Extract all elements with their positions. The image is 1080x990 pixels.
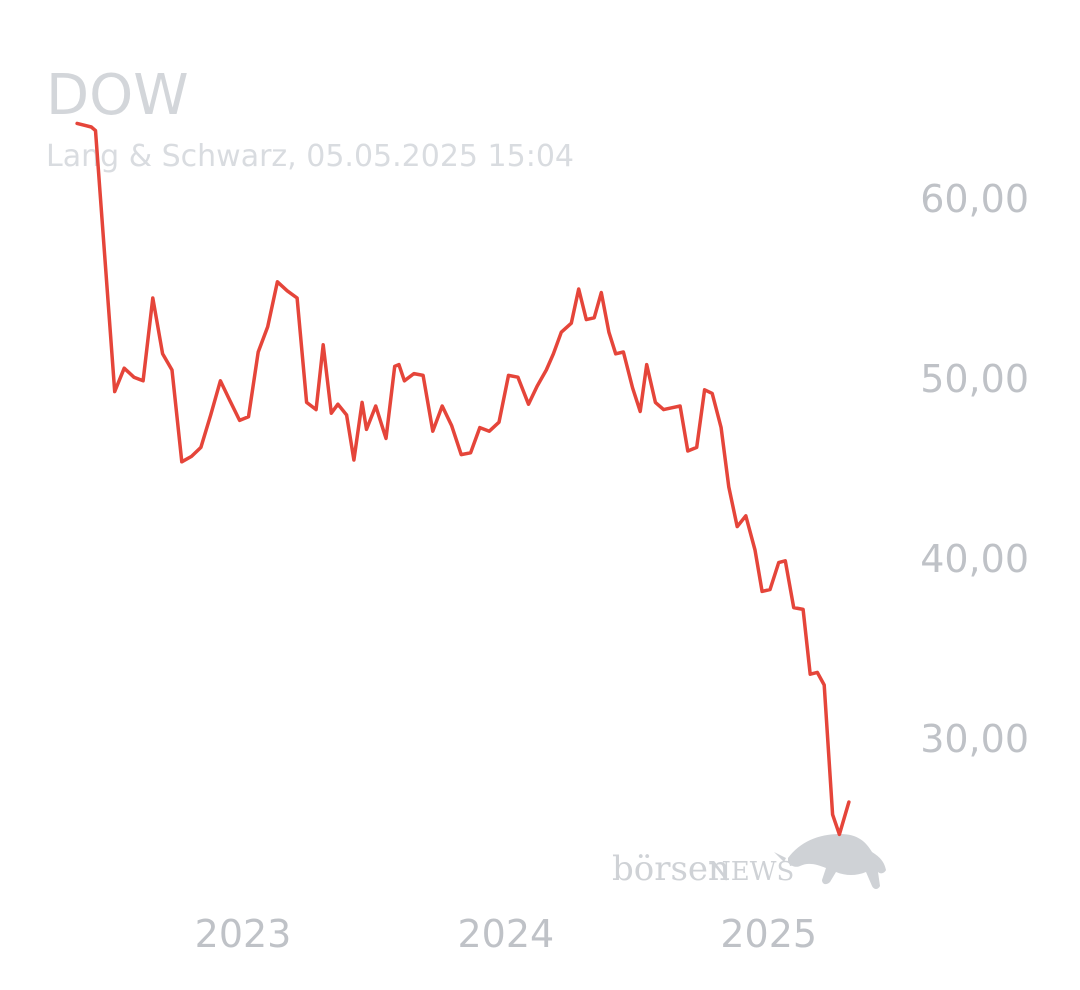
y-tick-label: 50,00 — [920, 357, 1029, 401]
y-tick-label: 40,00 — [920, 537, 1029, 581]
chart-title: DOW — [46, 63, 189, 128]
x-tick-label: 2025 — [720, 912, 817, 956]
watermark-brand-lower: börsen — [612, 849, 730, 889]
bull-icon — [774, 834, 886, 889]
x-axis-tick-labels: 2023 2024 2025 — [195, 912, 817, 956]
x-tick-label: 2023 — [195, 912, 292, 956]
y-axis-tick-labels: 60,00 50,00 40,00 30,00 — [920, 177, 1029, 761]
borsennews-watermark: börsen NEWS — [612, 834, 886, 889]
price-series-line — [75, 121, 851, 837]
x-tick-label: 2024 — [457, 912, 554, 956]
y-tick-label: 60,00 — [920, 177, 1029, 221]
chart-subtitle: Lang & Schwarz, 05.05.2025 15:04 — [46, 139, 574, 174]
y-tick-label: 30,00 — [920, 717, 1029, 761]
watermark-brand-upper: NEWS — [708, 857, 794, 887]
series-group — [75, 121, 851, 837]
